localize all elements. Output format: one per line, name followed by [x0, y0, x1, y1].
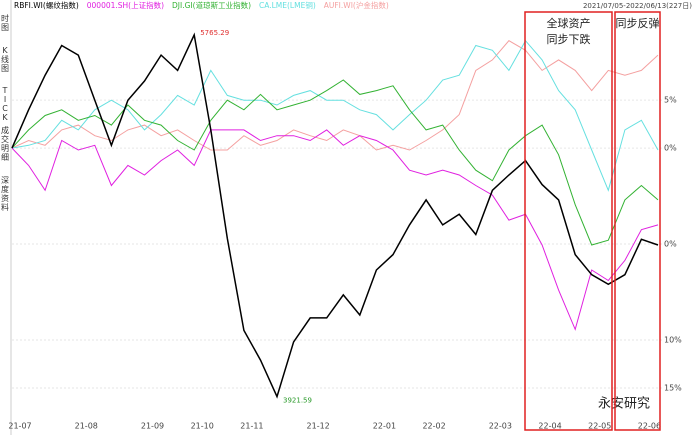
x-tick-label: 22-01	[373, 422, 396, 431]
x-tick-label: 21-11	[240, 422, 263, 431]
series-line	[11, 32, 659, 399]
x-tick-label: 22-02	[422, 422, 445, 431]
annotation: 5765.29	[200, 29, 229, 37]
date-range: 2021/07/05-2022/06/13(227日)	[583, 2, 692, 10]
annotation: 3921.59	[283, 397, 312, 405]
box-label: 同步下跌	[547, 32, 591, 46]
series-line	[11, 39, 659, 192]
sidebar-tab[interactable]: 深度资料	[1, 176, 9, 212]
watermark: 永安研究	[598, 397, 650, 412]
x-tick-label: 21-12	[307, 422, 330, 431]
y-tick-label: 0%	[664, 240, 677, 249]
box-label: 同步反弹	[616, 16, 660, 30]
x-tick-label: 21-09	[141, 422, 164, 431]
y-tick-label: 10%	[664, 335, 682, 344]
y-tick-label: 5%	[664, 96, 677, 105]
legend-entry: DJI.GI(道琼斯工业指数)	[172, 0, 251, 10]
y-tick-label: 15%	[664, 383, 682, 392]
legend-entry: CA.LME(LME铜)	[259, 0, 316, 10]
sidebar-tab[interactable]: 时图	[1, 13, 9, 32]
x-tick-label: 22-04	[538, 422, 561, 431]
legend-entry: AUFI.WI(沪金指数)	[324, 0, 389, 10]
x-tick-label: 22-06	[638, 422, 661, 431]
x-tick-label: 22-05	[588, 422, 611, 431]
highlight-box	[614, 11, 661, 431]
x-tick-label: 21-08	[75, 422, 98, 431]
sidebar-tab[interactable]: K 线图	[1, 46, 9, 73]
series-line	[11, 129, 659, 331]
legend-entry: 000001.SH(上证指数)	[87, 0, 164, 10]
legend-entry: RBFI.WI(螺纹指数)	[14, 0, 79, 10]
x-tick-label: 21-07	[8, 422, 31, 431]
sidebar-tab[interactable]: 成交明细	[1, 125, 9, 162]
x-tick-label: 21-10	[191, 422, 214, 431]
x-tick-label: 22-03	[489, 422, 512, 431]
box-label: 全球资产	[547, 16, 591, 30]
y-tick-label: 0%	[664, 144, 677, 153]
series-line	[11, 40, 659, 151]
series-line	[11, 79, 659, 246]
highlight-box	[524, 11, 613, 431]
